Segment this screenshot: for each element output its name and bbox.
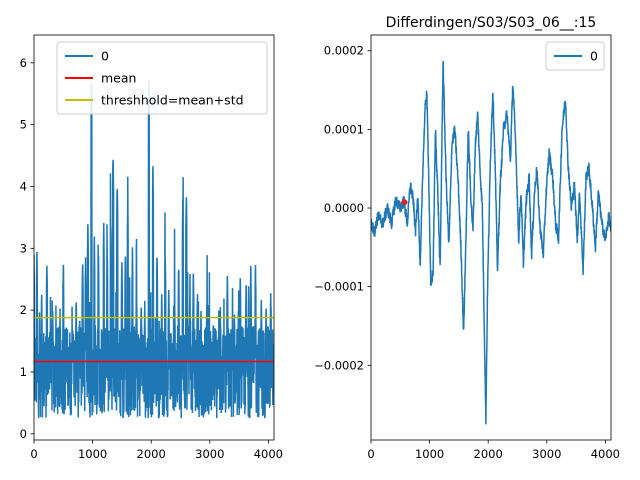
x-tick-label: 4000 [591, 447, 620, 461]
y-tick-label: 4 [20, 179, 27, 193]
y-tick-label: 0.0001 [324, 122, 364, 136]
plot-area [34, 80, 274, 419]
legend-label: 0 [101, 49, 109, 64]
x-tick-label: 4000 [254, 447, 283, 461]
chart-title: Differdingen/S03/S03_06__:15 [386, 15, 597, 31]
x-tick-label: 2000 [474, 447, 503, 461]
y-tick-label: −0.0001 [314, 280, 364, 294]
y-tick-label: 1 [20, 365, 27, 379]
legend-label: mean [101, 71, 136, 86]
x-tick-label: 3000 [532, 447, 561, 461]
axes-frame [33, 34, 275, 441]
point-marker [401, 199, 408, 206]
x-tick-label: 1000 [415, 447, 444, 461]
right-axes: 0 1000 2000 3000 4000 −0.0002 −0.0001 0.0000 0.0… [314, 15, 620, 461]
series-line-0 [34, 80, 274, 419]
y-tick-label: 2 [20, 303, 27, 317]
x-tick-label: 0 [367, 447, 374, 461]
left-axes: 0 1000 2000 3000 4000 0 1 2 3 4 5 6 0 mean threshhold=… [20, 34, 283, 461]
legend: 0 mean threshhold=mean+std [56, 41, 268, 115]
y-tick-label: 0.0002 [324, 44, 364, 58]
y-tick-label: 0.0000 [324, 201, 364, 215]
y-tick-label: 3 [20, 241, 27, 255]
plot-area [371, 61, 611, 425]
series-line-0 [371, 61, 611, 425]
legend: 0 [545, 41, 605, 71]
x-tick-label: 0 [30, 447, 37, 461]
x-tick-label: 3000 [195, 447, 224, 461]
y-tick-label: 5 [20, 118, 27, 132]
axes-frame [370, 34, 612, 441]
y-tick-label: 6 [20, 56, 27, 70]
legend-label: 0 [590, 49, 598, 64]
x-tick-label: 1000 [78, 447, 107, 461]
legend-label: threshhold=mean+std [101, 93, 244, 108]
y-tick-label: −0.0002 [314, 358, 364, 372]
x-tick-label: 2000 [137, 447, 166, 461]
y-tick-label: 0 [20, 427, 27, 441]
legend-box [56, 41, 268, 115]
